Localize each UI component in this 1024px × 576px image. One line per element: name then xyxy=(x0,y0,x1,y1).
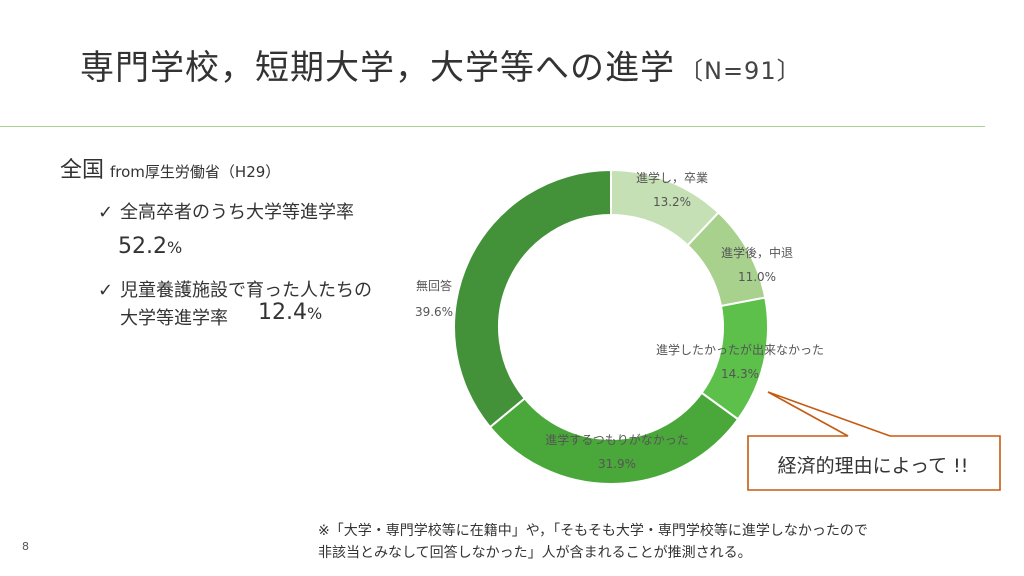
stat-item-care-facility: ✓ 児童養護施設で育った人たちの xyxy=(98,276,372,302)
stat-unit: % xyxy=(306,304,323,323)
stat-value: 12.4 xyxy=(258,300,307,325)
callout-text: 経済的理由によって !! xyxy=(777,454,969,477)
donut-slice xyxy=(453,168,612,429)
national-heading: 全国 from厚生労働省（H29） xyxy=(60,152,280,184)
slice-value-label: 14.3% xyxy=(721,367,759,381)
sample-size: 〔N=91〕 xyxy=(679,57,802,85)
callout-shape xyxy=(747,391,1001,491)
slice-category-label: 進学後，中退 xyxy=(721,245,793,260)
page-number: 8 xyxy=(22,540,29,553)
stat-label: 大学等進学率 xyxy=(120,308,228,329)
slide-title: 専門学校，短期大学，大学等への進学 〔N=91〕 xyxy=(80,40,802,89)
slice-category-label: 進学したかったが出来なかった xyxy=(656,342,824,357)
stat-label: 全高卒者のうち大学等進学率 xyxy=(120,202,354,223)
check-icon: ✓ xyxy=(98,202,114,223)
stat-value-care-facility: 12.4% xyxy=(258,300,322,325)
stat-unit: % xyxy=(166,238,183,257)
stat-item-all-graduates: ✓ 全高卒者のうち大学等進学率 xyxy=(98,198,354,224)
national-source: from厚生労働省（H29） xyxy=(110,163,281,181)
slice-category-label: 進学するつもりがなかった xyxy=(545,432,689,447)
slice-value-label: 11.0% xyxy=(738,270,776,284)
stat-item-care-facility-line2: 大学等進学率 xyxy=(120,304,228,330)
stat-value-all-graduates: 52.2% xyxy=(118,234,182,259)
title-divider xyxy=(0,126,985,127)
stat-label: 児童養護施設で育った人たちの xyxy=(120,280,372,301)
slice-value-label: 39.6% xyxy=(415,305,453,319)
slice-category-label: 無回答 xyxy=(416,278,452,293)
footnote-line-1: ※「大学・専門学校等に在籍中」や，「そもそも大学・専門学校等に進学しなかったので xyxy=(318,523,868,539)
slice-value-label: 31.9% xyxy=(598,457,636,471)
slice-category-label: 進学し，卒業 xyxy=(636,170,708,185)
check-icon: ✓ xyxy=(98,280,114,301)
stat-value: 52.2 xyxy=(118,234,167,259)
slice-value-label: 13.2% xyxy=(653,195,691,209)
national-heading-text: 全国 xyxy=(60,158,105,183)
footnote-line-2: 非該当とみなして回答しなかった」人が含まれることが推測される。 xyxy=(318,545,752,561)
slide-title-text: 専門学校，短期大学，大学等への進学 xyxy=(80,48,675,88)
footnote: ※「大学・専門学校等に在籍中」や，「そもそも大学・専門学校等に進学しなかったので… xyxy=(318,520,868,564)
